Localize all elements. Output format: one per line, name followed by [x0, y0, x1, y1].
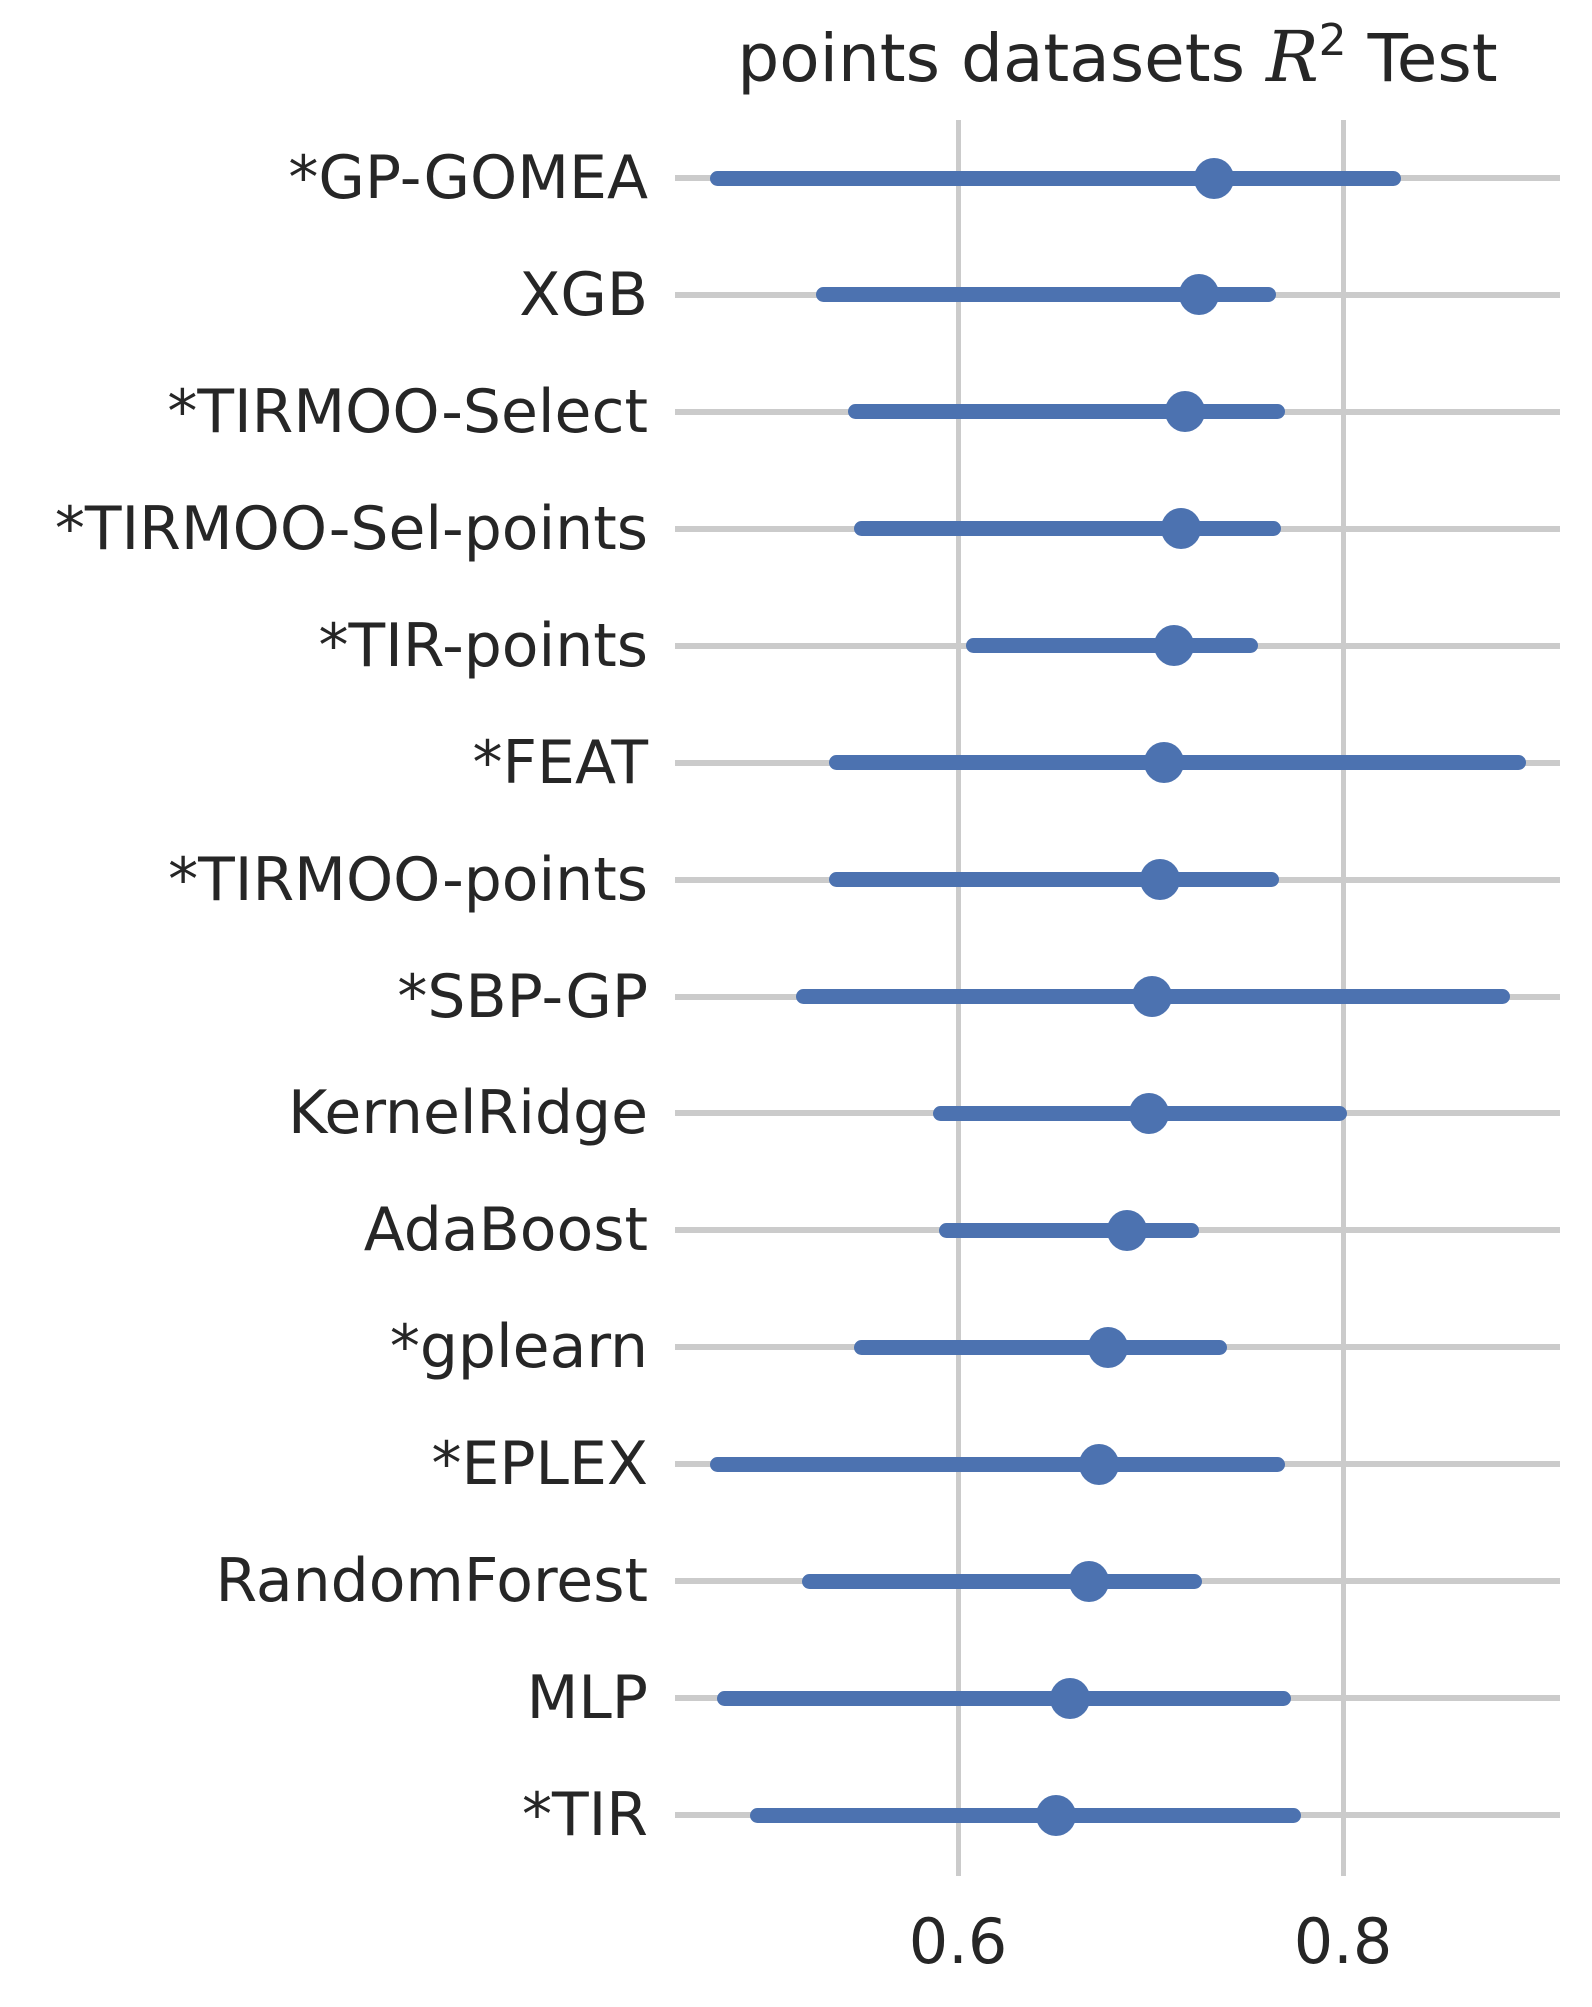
chart-title-prefix: points datasets	[737, 20, 1266, 97]
point-estimate-dot	[1153, 625, 1194, 667]
confidence-interval-bar	[829, 872, 1280, 888]
confidence-interval-bar	[854, 521, 1282, 537]
chart-title: points datasets R2 Test	[675, 15, 1560, 98]
category-label: XGB	[519, 259, 648, 330]
point-estimate-dot	[1194, 157, 1235, 199]
confidence-interval-bar	[938, 1222, 1199, 1238]
confidence-interval-bar	[848, 404, 1286, 420]
category-label: *TIR-points	[318, 610, 648, 681]
confidence-interval-bar	[709, 170, 1401, 186]
confidence-interval-bar	[802, 1573, 1203, 1589]
point-estimate-dot	[1161, 508, 1202, 550]
category-label: AdaBoost	[363, 1195, 648, 1266]
point-estimate-dot	[1178, 274, 1219, 316]
chart-title-superscript: 2	[1318, 15, 1347, 66]
category-label: *TIRMOO-points	[168, 844, 648, 915]
category-label: KernelRidge	[288, 1078, 648, 1149]
category-label: *GP-GOMEA	[288, 143, 648, 213]
chart-title-suffix: Test	[1346, 20, 1498, 97]
confidence-interval-bar	[965, 638, 1259, 654]
category-label: *TIRMOO-Select	[167, 376, 648, 447]
chart-title-math-var: R	[1265, 16, 1319, 98]
confidence-interval-bar	[854, 1339, 1228, 1355]
point-estimate-dot	[1107, 1209, 1148, 1251]
point-estimate-dot	[1132, 976, 1173, 1017]
point-estimate-dot	[1140, 859, 1181, 901]
confidence-interval-bar	[750, 1807, 1301, 1823]
x-tick-label: 0.8	[1293, 1905, 1393, 1978]
point-estimate-dot	[1128, 1092, 1169, 1134]
confidence-interval-bar	[709, 1456, 1286, 1472]
x-tick-label: 0.6	[908, 1905, 1008, 1978]
point-estimate-dot	[1036, 1794, 1077, 1836]
category-label: *SBP-GP	[397, 961, 648, 1032]
point-estimate-dot	[1068, 1560, 1109, 1602]
category-label: *TIR	[521, 1780, 648, 1851]
confidence-interval-bar	[717, 1690, 1292, 1706]
category-label: *gplearn	[389, 1312, 648, 1383]
confidence-interval-bar	[815, 287, 1276, 303]
point-estimate-dot	[1088, 1326, 1129, 1368]
point-estimate-dot	[1165, 391, 1206, 433]
category-label: *FEAT	[472, 727, 648, 798]
category-label: *TIRMOO-Sel-points	[54, 493, 648, 564]
point-estimate-dot	[1078, 1443, 1119, 1485]
category-label: MLP	[526, 1663, 648, 1734]
category-label: RandomForest	[215, 1546, 648, 1617]
point-estimate-dot	[1049, 1677, 1090, 1719]
category-label: *EPLEX	[431, 1429, 648, 1500]
point-estimate-dot	[1143, 742, 1184, 784]
